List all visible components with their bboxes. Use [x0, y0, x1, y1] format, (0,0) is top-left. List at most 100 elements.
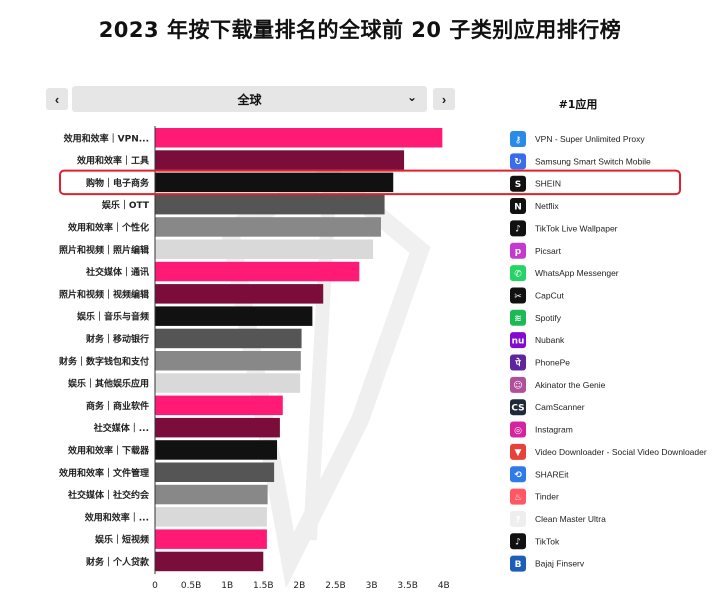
app-name: PhonePe [535, 358, 570, 368]
x-tick-label: 2.5B [325, 581, 346, 591]
bar [155, 261, 360, 282]
bar [155, 440, 278, 460]
category-label: 娱乐｜音乐与音频 [77, 311, 149, 323]
instagram-icon: ◎ [510, 421, 526, 438]
vpn-key-icon: ⚷ [510, 131, 526, 147]
svg-text:N: N [514, 202, 522, 212]
shareit-icon: ⟲ [510, 466, 526, 483]
bar [155, 529, 267, 549]
region-dropdown[interactable]: 全球 ⌄ [72, 86, 427, 112]
app-name: Instagram [535, 425, 573, 435]
category-label: 财务｜数字钱包和支付 [58, 355, 149, 367]
app-name: Picsart [535, 246, 562, 256]
app-name: TikTok [535, 536, 560, 546]
category-label: 娱乐｜OTT [102, 199, 150, 211]
x-tick-label: 3B [366, 581, 378, 591]
app-name: Tinder [535, 492, 559, 502]
bar [155, 395, 283, 416]
category-label: 社交媒体｜... [93, 422, 149, 434]
bar [155, 551, 264, 572]
category-label: 购物｜电子商务 [86, 177, 150, 189]
category-label: 社交媒体｜社交约会 [67, 489, 150, 501]
svg-text:✂: ✂ [514, 292, 522, 302]
app-name: Spotify [535, 313, 562, 323]
app-name: WhatsApp Messenger [535, 268, 619, 278]
x-tick-label: 0 [152, 581, 158, 591]
app-name: Nubank [535, 335, 565, 345]
app-name: VPN - Super Unlimited Proxy [535, 134, 645, 144]
akinator-icon: ☺ [510, 376, 526, 393]
app-name: Netflix [535, 201, 559, 211]
category-label: 商务｜商业软件 [86, 400, 149, 412]
bar [155, 239, 374, 259]
x-tick-label: 1B [221, 581, 233, 591]
category-label: 娱乐｜短视频 [95, 534, 149, 546]
x-tick-label: 0.5B [181, 581, 202, 591]
shein-icon: S [510, 175, 526, 192]
app-name: Samsung Smart Switch Mobile [535, 156, 651, 166]
category-label: 效用和效率｜VPN... [64, 132, 149, 144]
svg-text:⟲: ⟲ [514, 471, 522, 481]
bar [155, 373, 301, 393]
category-label: 效用和效率｜... [85, 511, 149, 523]
svg-text:♨: ♨ [514, 493, 522, 503]
capcut-icon: ✂ [510, 287, 526, 304]
smart-switch-icon: ↻ [510, 153, 526, 170]
bar [155, 150, 405, 170]
x-tick-label: 2B [293, 581, 305, 591]
nubank-icon: nu [510, 332, 526, 349]
svg-text:S: S [515, 180, 521, 190]
highlight-frame [59, 169, 681, 196]
svg-text:↻: ↻ [514, 158, 522, 168]
category-label: 财务｜个人贷款 [85, 556, 150, 568]
svg-text:?: ? [515, 515, 520, 525]
whatsapp-icon: ✆ [510, 265, 526, 282]
svg-text:⚷: ⚷ [515, 135, 522, 145]
bar [155, 128, 443, 148]
bar [155, 328, 302, 349]
x-tick-label: 4B [438, 581, 450, 591]
category-label: 效用和效率｜下载器 [68, 444, 150, 456]
bar [155, 351, 301, 371]
bar [155, 284, 324, 304]
bar [155, 194, 385, 215]
app-name: Bajaj Finserv [535, 559, 585, 569]
x-tick-label: 3.5B [397, 581, 418, 591]
category-label: 社交媒体｜通讯 [85, 266, 149, 278]
legend-title: #1应用 [558, 98, 598, 111]
prev-region-button[interactable]: ‹ [46, 88, 68, 110]
bajaj-finserv-icon: B [510, 555, 526, 572]
bar [155, 172, 394, 193]
category-label: 照片和视频｜照片编辑 [59, 244, 149, 256]
svg-text:▼: ▼ [515, 448, 522, 458]
svg-text:CS: CS [511, 404, 524, 414]
category-label: 财务｜移动银行 [85, 333, 149, 345]
app-name: Clean Master Ultra [535, 514, 606, 524]
svg-text:☺: ☺ [513, 380, 522, 391]
app-name: SHAREit [535, 469, 569, 479]
bar [155, 507, 267, 527]
app-name: CamScanner [535, 402, 585, 412]
page-title: 2023 年按下载量排名的全球前 20 子类别应用排行榜 [98, 18, 622, 42]
chevron-right-icon: › [441, 91, 447, 107]
bar [155, 306, 313, 326]
x-tick-label: 1.5B [253, 581, 274, 591]
next-region-button[interactable]: › [433, 88, 455, 110]
spotify-icon: ≋ [510, 309, 526, 326]
svg-text:♪: ♪ [515, 225, 521, 235]
category-label: 照片和视频｜视频编辑 [59, 288, 149, 300]
svg-text:✆: ✆ [514, 269, 522, 279]
video-downloader-icon: ▼ [510, 443, 526, 460]
bar [155, 462, 275, 482]
chevron-down-icon: ⌄ [406, 90, 417, 104]
tiktok-icon: ♪ [510, 533, 526, 550]
svg-text:◎: ◎ [514, 426, 522, 436]
app-name: Akinator the Genie [535, 380, 606, 390]
chevron-left-icon: ‹ [54, 91, 60, 107]
svg-text:nu: nu [512, 336, 525, 346]
svg-text:≋: ≋ [514, 314, 522, 324]
camscanner-icon: CS [510, 399, 526, 416]
bar [155, 217, 381, 237]
svg-text:B: B [515, 560, 522, 570]
